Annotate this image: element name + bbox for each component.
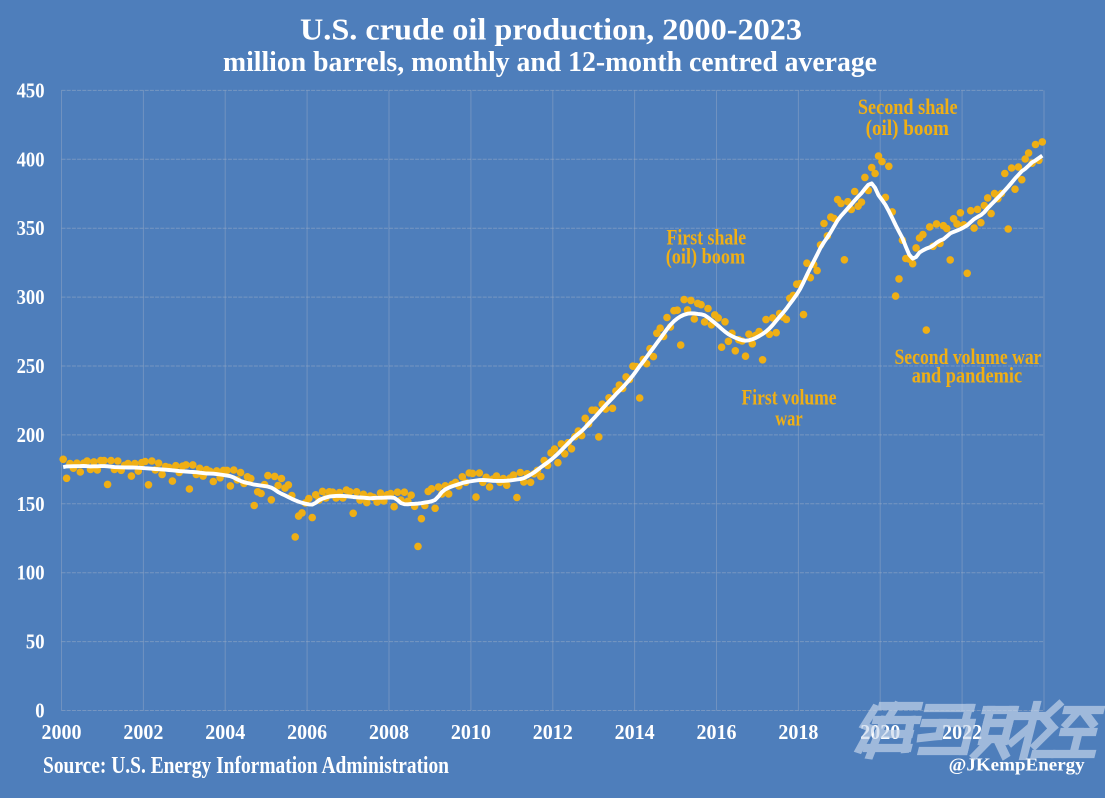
- svg-text:450: 450: [17, 78, 45, 102]
- svg-text:2018: 2018: [778, 720, 818, 744]
- svg-text:250: 250: [17, 354, 45, 378]
- svg-text:2014: 2014: [615, 720, 655, 744]
- svg-text:100: 100: [17, 561, 45, 585]
- svg-text:U.S. crude oil production, 200: U.S. crude oil production, 2000-2023: [300, 12, 802, 47]
- svg-text:2008: 2008: [369, 720, 409, 744]
- svg-text:2002: 2002: [123, 720, 163, 744]
- svg-text:First shale: First shale: [667, 224, 747, 249]
- svg-text:150: 150: [17, 492, 45, 516]
- svg-text:2016: 2016: [697, 720, 737, 744]
- svg-text:Second shale: Second shale: [858, 94, 958, 119]
- svg-text:2000: 2000: [42, 720, 82, 744]
- svg-text:50: 50: [26, 630, 45, 654]
- svg-text:200: 200: [17, 423, 45, 447]
- svg-text:2004: 2004: [205, 720, 245, 744]
- svg-text:Source: U.S. Energy Informatio: Source: U.S. Energy Information Administ…: [43, 753, 449, 779]
- svg-text:400: 400: [17, 147, 45, 171]
- svg-text:million barrels, monthly and 1: million barrels, monthly and 12-month ce…: [223, 47, 877, 78]
- svg-text:2010: 2010: [451, 720, 491, 744]
- svg-text:and pandemic: and pandemic: [912, 363, 1023, 388]
- svg-text:2012: 2012: [533, 720, 573, 744]
- svg-text:0: 0: [35, 699, 44, 723]
- svg-text:350: 350: [17, 216, 45, 240]
- svg-text:2006: 2006: [287, 720, 327, 744]
- svg-text:300: 300: [17, 285, 45, 309]
- svg-text:war: war: [775, 405, 803, 430]
- svg-text:(oil) boom: (oil) boom: [666, 243, 746, 268]
- svg-text:Second volume war: Second volume war: [895, 344, 1042, 369]
- svg-text:(oil) boom: (oil) boom: [866, 115, 949, 140]
- svg-text:@JKempEnergy: @JKempEnergy: [949, 755, 1085, 775]
- svg-text:First volume: First volume: [742, 385, 837, 410]
